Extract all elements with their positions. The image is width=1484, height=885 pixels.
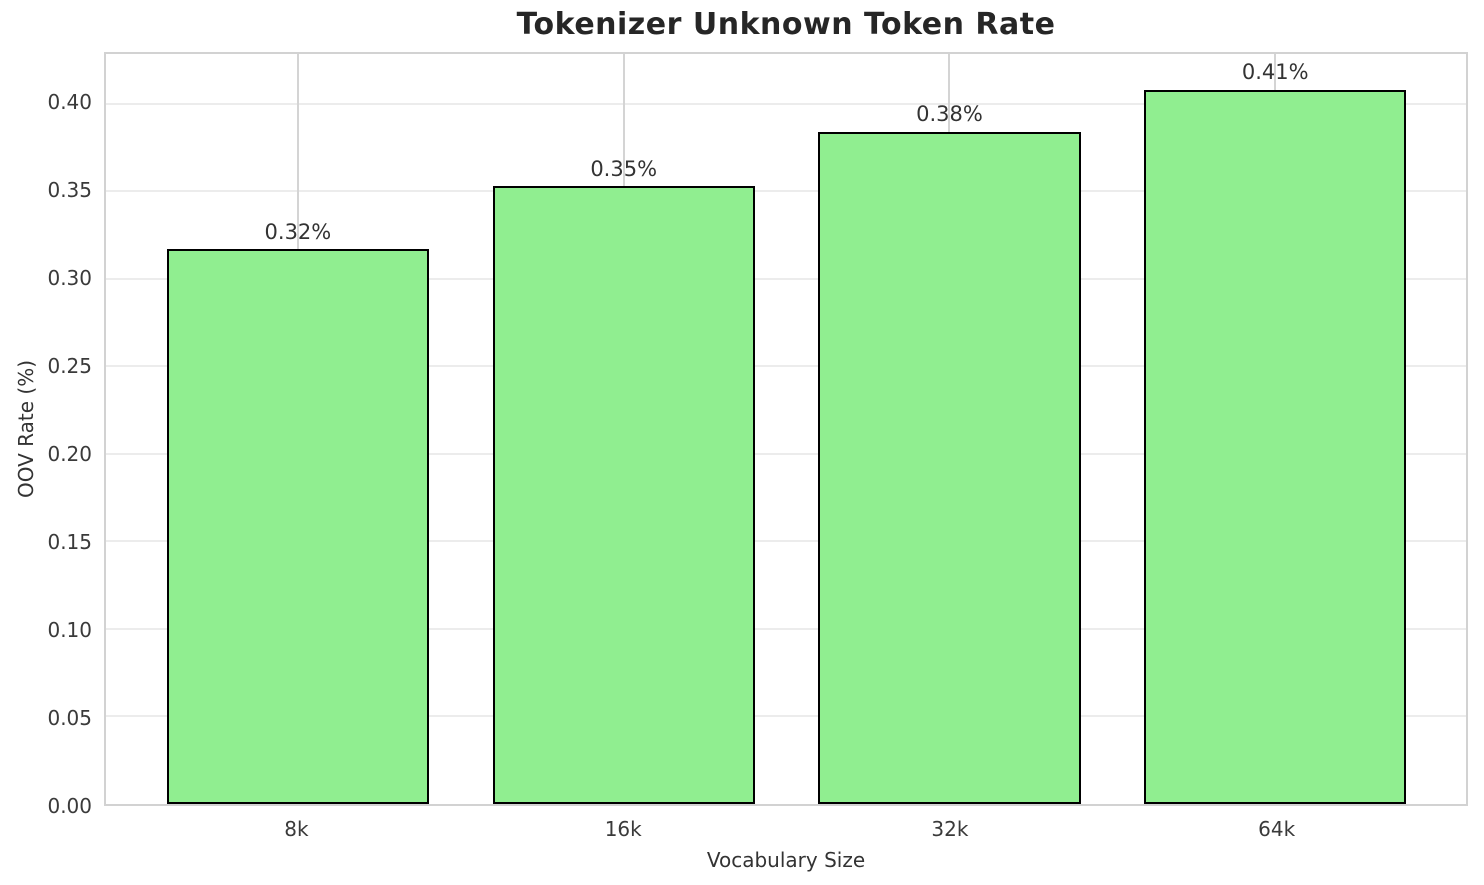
bar-value-label: 0.38% bbox=[916, 102, 983, 127]
horizontal-gridline bbox=[106, 277, 1466, 280]
plot-area: 0.32% 0.35% 0.38% 0.41% bbox=[104, 52, 1468, 806]
horizontal-gridline bbox=[106, 190, 1466, 193]
horizontal-gridline bbox=[106, 102, 1466, 105]
horizontal-gridline bbox=[106, 540, 1466, 543]
bar-16k bbox=[492, 186, 755, 804]
x-tick-label-32k: 32k bbox=[931, 817, 969, 841]
x-axis-label: Vocabulary Size bbox=[706, 848, 866, 872]
horizontal-gridline bbox=[106, 715, 1466, 718]
bar-64k bbox=[1144, 89, 1407, 804]
bar-8k bbox=[166, 249, 429, 804]
horizontal-gridline bbox=[106, 365, 1466, 368]
y-tick-label: 0.25 bbox=[47, 353, 92, 378]
y-tick-label: 0.40 bbox=[47, 89, 92, 114]
bar-value-label: 0.32% bbox=[264, 220, 332, 245]
x-tick-label-8k: 8k bbox=[284, 817, 309, 841]
y-tick-label: 0.30 bbox=[47, 265, 92, 290]
x-tick-label-64k: 64k bbox=[1258, 817, 1296, 841]
y-tick-label: 0.20 bbox=[47, 441, 92, 466]
bar-value-label: 0.35% bbox=[590, 156, 658, 181]
y-tick-label: 0.00 bbox=[47, 794, 92, 818]
chart-title: Tokenizer Unknown Token Rate bbox=[516, 7, 1056, 42]
y-tick-label: 0.05 bbox=[47, 705, 92, 730]
bar-value-label: 0.41% bbox=[1241, 59, 1309, 84]
bar-32k bbox=[818, 131, 1081, 804]
horizontal-gridline bbox=[106, 627, 1466, 630]
x-tick-label-16k: 16k bbox=[604, 817, 642, 841]
y-tick-label: 0.10 bbox=[47, 617, 92, 642]
horizontal-gridline bbox=[106, 452, 1466, 455]
y-tick-label: 0.35 bbox=[47, 177, 92, 202]
y-axis-label: OOV Rate (%) bbox=[14, 360, 38, 498]
y-tick-label: 0.15 bbox=[47, 529, 92, 554]
